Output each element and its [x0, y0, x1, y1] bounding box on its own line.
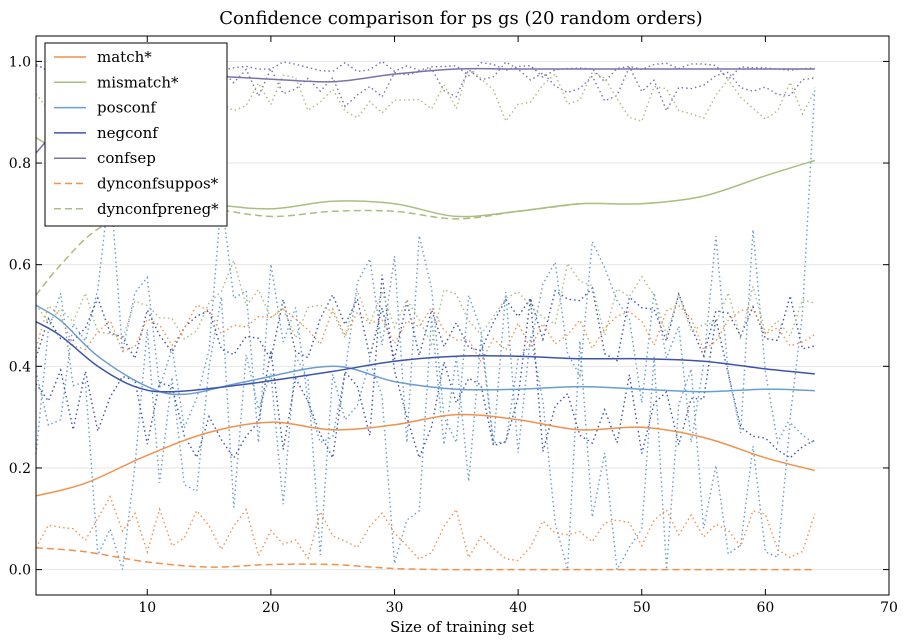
x-tick-label: 40: [509, 600, 527, 616]
dotted-trace: [35, 286, 815, 362]
dotted-trace: [35, 291, 816, 572]
x-tick-label: 70: [880, 600, 898, 616]
x-tick-label: 60: [756, 600, 774, 616]
legend-box: [44, 42, 228, 227]
y-tick-label: 0.2: [9, 461, 31, 477]
dotted-trace: [35, 495, 816, 562]
legend-label: negconf: [97, 124, 159, 142]
legend-label: posconf: [97, 99, 157, 117]
series-dynconfpreneg-line: [35, 202, 580, 296]
x-tick-label: 50: [633, 600, 651, 616]
y-tick-label: 0.0: [9, 563, 31, 579]
series-match-line: [35, 413, 815, 497]
legend-label: confsep: [97, 149, 156, 167]
legend-label: dynconfsuppos*: [97, 175, 219, 193]
legend-label: match*: [97, 48, 152, 66]
series-negconf-line: [35, 320, 815, 393]
plot-frame: [35, 35, 890, 596]
series-dynconfsuppos-line: [35, 546, 815, 571]
axis-ticks: 0.0 0.2 0.4 0.6 0.8 1.0 10 20 30 40 50 60 70: [9, 36, 898, 616]
dotted-trace: [35, 304, 816, 364]
dotted-trace: [35, 61, 815, 113]
dotted-traces: [35, 60, 816, 572]
legend-label: dynconfpreneg*: [97, 200, 219, 218]
legend: match* mismatch* posconf negconf confsep dync…: [44, 42, 228, 227]
legend-label: mismatch*: [97, 73, 179, 91]
series-posconf-line: [35, 304, 815, 396]
y-tick-label: 0.4: [9, 359, 31, 375]
y-tick-label: 0.6: [9, 258, 31, 274]
x-axis-label: Size of training set: [390, 618, 534, 636]
y-tick-label: 1.0: [9, 54, 31, 70]
x-tick-label: 20: [262, 600, 280, 616]
x-tick-label: 30: [386, 600, 404, 616]
x-tick-label: 10: [138, 600, 156, 616]
y-tick-label: 0.8: [9, 156, 31, 172]
chart-title: Confidence comparison for ps gs (20 rand…: [219, 8, 702, 29]
dotted-trace: [35, 61, 816, 123]
